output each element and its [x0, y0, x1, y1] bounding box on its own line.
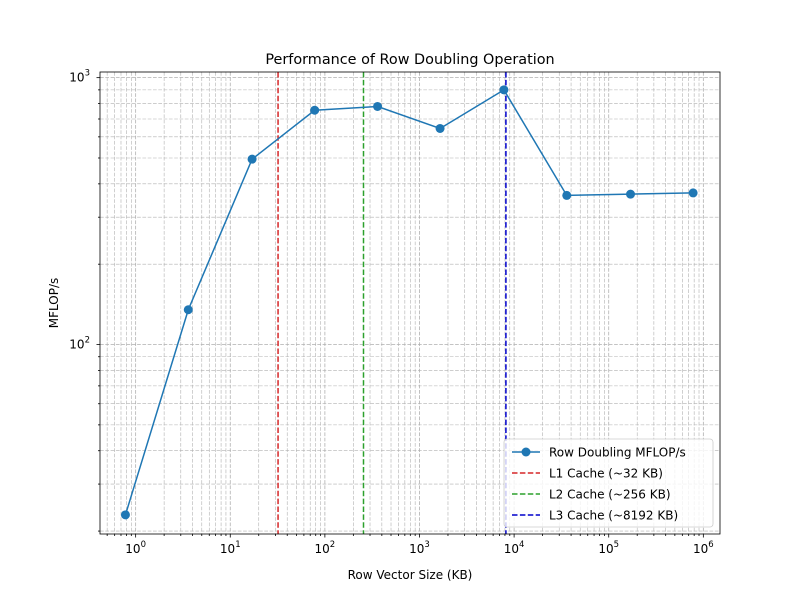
data-point — [120, 510, 130, 520]
data-point — [562, 190, 572, 200]
legend-label: Row Doubling MFLOP/s — [549, 446, 686, 460]
x-tick-label: 103 — [409, 540, 430, 556]
y-axis-label: MFLOP/s — [47, 278, 61, 329]
data-point — [373, 101, 383, 111]
y-tick-label: 103 — [69, 69, 90, 85]
data-point — [688, 188, 698, 198]
chart-title: Performance of Row Doubling Operation — [265, 52, 554, 68]
x-axis-label: Row Vector Size (KB) — [348, 568, 473, 582]
data-point — [626, 189, 636, 199]
y-tick-label: 102 — [69, 336, 90, 352]
legend-label: L3 Cache (~8192 KB) — [549, 509, 678, 523]
x-tick-label: 101 — [220, 540, 241, 556]
x-tick-label: 102 — [315, 540, 336, 556]
data-series — [120, 85, 698, 520]
data-point — [183, 305, 193, 315]
x-tick-label: 105 — [598, 540, 619, 556]
legend-entries: Row Doubling MFLOP/s L1 Cache (~32 KB) L2 … — [512, 446, 686, 523]
cache-reference-lines — [277, 72, 507, 534]
legend: Row Doubling MFLOP/s L1 Cache (~32 KB) L2 … — [503, 438, 714, 528]
x-tick-label: 100 — [125, 540, 146, 556]
x-tick-label: 104 — [504, 540, 525, 556]
legend-label: L1 Cache (~32 KB) — [549, 467, 663, 481]
data-point — [310, 105, 320, 115]
legend-box — [503, 438, 714, 528]
data-point — [435, 123, 445, 133]
series-line — [124, 88, 694, 516]
x-tick-label: 106 — [693, 540, 714, 556]
data-point — [499, 85, 509, 95]
legend-label: L2 Cache (~256 KB) — [549, 488, 671, 502]
legend-marker-swatch — [521, 447, 531, 457]
axis-ticks: 100 101 102 103 104 105 106 102 103 — [69, 69, 713, 556]
data-point — [247, 154, 257, 164]
grid — [100, 72, 720, 534]
